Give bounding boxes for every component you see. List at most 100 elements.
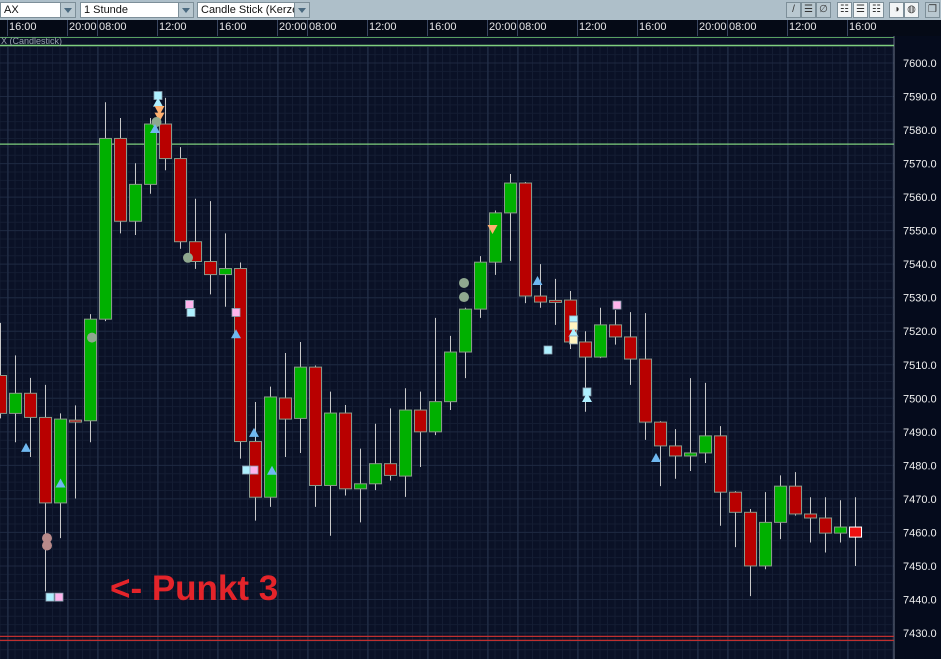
y-tick-label: 7440.0 [903,594,937,606]
y-tick-label: 7550.0 [903,226,937,238]
x-tick-label: 12:00 [369,21,397,33]
x-tick-label: 20:00 [699,21,727,33]
candle [474,256,487,318]
y-tick-label: 7460.0 [903,527,937,539]
candle-body [729,491,742,513]
grid-dense-button[interactable]: ☷ [837,2,852,18]
candle-body [84,318,97,422]
chevron-down-icon[interactable] [60,3,75,17]
candle [639,313,652,440]
time-axis-separator [487,20,488,36]
circle-marker [42,533,52,544]
x-tick-label: 20:00 [489,21,517,33]
candle [354,448,367,523]
candle [24,377,37,457]
candle-body [339,412,352,490]
candle-body [369,463,382,485]
circle-marker [459,292,469,303]
candle [429,317,442,436]
triangle-down-marker [154,112,165,122]
time-axis-separator [157,20,158,36]
square-marker [54,592,64,602]
zoom-out-button[interactable]: ◍ [904,2,919,18]
candle-body [429,401,442,433]
time-axis-separator [697,20,698,36]
circle-marker [151,117,162,128]
time-axis-separator [97,20,98,36]
candle [714,426,727,526]
candle-body [699,435,712,454]
chart-type-select[interactable]: Candle Stick (Kerze [197,2,310,18]
square-marker [185,300,194,309]
square-marker [231,308,241,317]
candle-body [789,485,802,515]
grid-medium-button[interactable]: ☰ [853,2,868,18]
candle [204,201,217,295]
x-tick-label: 12:00 [789,21,817,33]
candle-body [399,409,412,477]
candle-body [144,123,157,185]
y-tick-label: 7590.0 [903,92,937,104]
y-tick-label: 7500.0 [903,393,937,405]
candle [0,322,7,419]
candle-body [519,182,532,297]
time-axis-separator [67,20,68,36]
candle-body [609,324,622,338]
x-tick-label: 08:00 [309,21,337,33]
candle-body [219,268,232,276]
candle [414,391,427,468]
candle-body [384,463,397,476]
candle [279,353,292,457]
candle-body [444,351,457,403]
time-axis-separator [727,20,728,36]
candle [819,497,832,553]
candle [339,405,352,496]
candle [759,492,772,570]
zoom-in-button[interactable]: ◑ [889,2,904,18]
triangle-down-marker [154,105,165,115]
interval-select[interactable]: 1 Stunde [80,2,194,18]
y-tick-label: 7530.0 [903,293,937,305]
candle-body [99,137,112,320]
draw-line-button[interactable]: / [786,2,801,18]
triangle-up-marker [651,452,661,462]
y-tick-label: 7520.0 [903,326,937,338]
candle [624,312,637,385]
candle-body [774,485,787,523]
x-tick-label: 16:00 [849,21,877,33]
y-tick-label: 7450.0 [903,561,937,573]
candle [369,423,382,491]
symbol-select[interactable]: AX [0,2,76,18]
candle [129,163,142,236]
y-tick-label: 7570.0 [903,159,937,171]
triangle-up-marker [55,478,66,488]
triangle-up-marker [150,124,160,134]
candle-body [159,123,172,160]
candle [609,310,622,345]
candle [294,341,307,453]
candle-body [114,137,127,222]
candle [159,97,172,171]
delete-drawing-icon: ∅ [819,4,828,15]
interval-value: 1 Stunde [84,4,129,16]
annotation-text: <- Punkt 3 [110,569,279,608]
chevron-down-icon[interactable] [294,3,309,17]
grid-dense-icon: ☷ [840,4,849,15]
candle-body [309,366,322,486]
time-axis-separator [787,20,788,36]
candle-body [264,396,277,498]
grid-light-button[interactable]: ☷ [869,2,884,18]
triangle-up-marker [21,442,31,452]
chevron-down-icon[interactable] [178,3,193,17]
candle [459,307,472,379]
triangle-up-marker [582,392,592,402]
detach-window-button[interactable]: ❐ [925,2,940,18]
time-axis-separator [427,20,428,36]
time-axis-separator [367,20,368,36]
delete-drawing-button[interactable]: ∅ [816,2,831,18]
candle-body [624,336,637,360]
x-tick-label: 20:00 [279,21,307,33]
candle-body [129,183,142,222]
horizontal-line-button[interactable]: ☰ [801,2,816,18]
